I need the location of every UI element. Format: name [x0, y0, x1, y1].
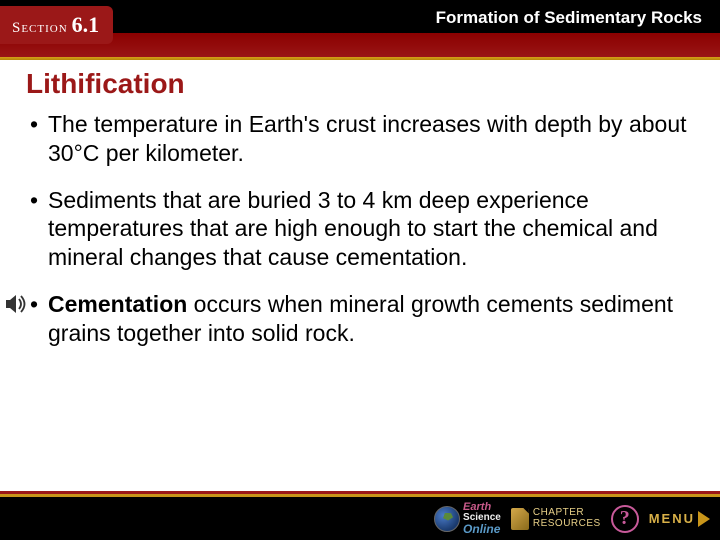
bullet-marker: •	[30, 290, 48, 319]
bullet-text: The temperature in Earth's crust increas…	[48, 110, 696, 168]
slide-heading: Lithification	[26, 68, 696, 100]
page-icon	[511, 508, 529, 530]
earth-science-online-link[interactable]: Earth Science Online	[434, 502, 501, 536]
bullet-text: Cementation occurs when mineral growth c…	[48, 290, 696, 348]
bullet-item: • The temperature in Earth's crust incre…	[30, 110, 696, 168]
content-area: Lithification • The temperature in Earth…	[0, 62, 720, 494]
section-number: 6.1	[72, 12, 100, 37]
term-cementation: Cementation	[48, 291, 187, 317]
chap-l2: RESOURCES	[533, 519, 601, 530]
footer-bar: Earth Science Online CHAPTER RESOURCES ?…	[0, 494, 720, 540]
bullet-item: • Sediments that are buried 3 to 4 km de…	[30, 186, 696, 272]
slide: Section6.1 Formation of Sedimentary Rock…	[0, 0, 720, 540]
header-divider	[0, 57, 720, 60]
logo-text: Earth Science Online	[463, 502, 501, 536]
speaker-icon[interactable]	[4, 294, 28, 314]
chapter-resources-label: CHAPTER RESOURCES	[533, 508, 601, 529]
earth-globe-icon	[434, 506, 460, 532]
menu-label: MENU	[649, 511, 695, 526]
menu-button[interactable]: MENU	[649, 511, 710, 527]
arrow-right-icon	[698, 511, 710, 527]
bullet-text: Sediments that are buried 3 to 4 km deep…	[48, 186, 696, 272]
bullet-marker: •	[30, 110, 48, 168]
bullet-marker: •	[30, 186, 48, 272]
chap-l1: CHAPTER	[533, 508, 601, 519]
bullet-item: • Cementation occurs when mineral growth…	[30, 290, 696, 348]
chapter-title: Formation of Sedimentary Rocks	[436, 8, 702, 28]
help-button[interactable]: ?	[611, 505, 639, 533]
section-label: Section	[12, 20, 68, 36]
footer-divider	[0, 491, 720, 494]
section-tab: Section6.1	[0, 6, 113, 44]
question-mark-icon: ?	[620, 507, 630, 530]
header-bar: Section6.1 Formation of Sedimentary Rock…	[0, 0, 720, 60]
chapter-resources-button[interactable]: CHAPTER RESOURCES	[511, 508, 601, 530]
logo-line3: Online	[463, 522, 500, 536]
